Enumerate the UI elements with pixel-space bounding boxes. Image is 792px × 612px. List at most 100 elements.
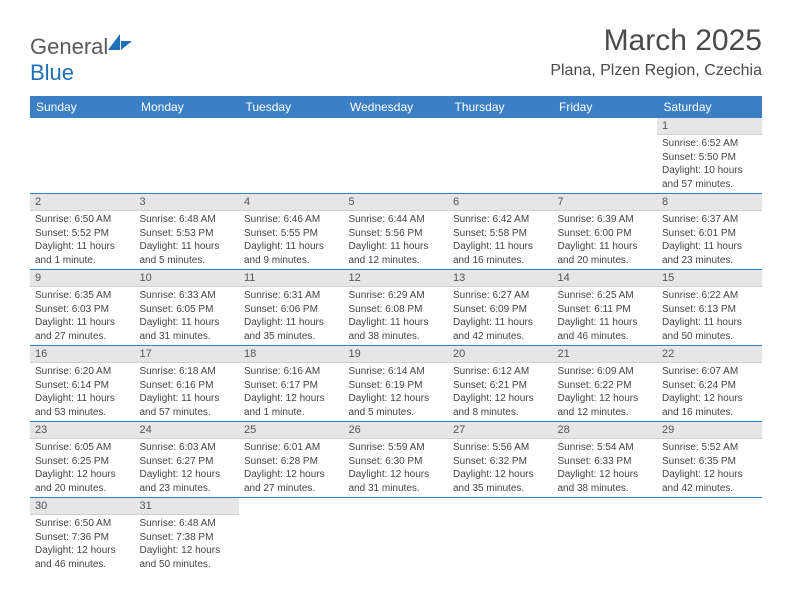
day-line-sr: Sunrise: 6:50 AM [35,213,130,227]
day-line-d1: Daylight: 12 hours [349,392,444,406]
day-number-empty [239,498,344,514]
day-line-d1: Daylight: 12 hours [558,392,653,406]
day-number-empty [448,118,553,134]
day-number: 18 [239,346,344,363]
day-line-sr: Sunrise: 6:44 AM [349,213,444,227]
day-line-ss: Sunset: 7:36 PM [35,531,130,545]
calendar-cell: 27Sunrise: 5:56 AMSunset: 6:32 PMDayligh… [448,422,553,498]
day-line-d2: and 23 minutes. [662,254,757,268]
day-details: Sunrise: 6:42 AMSunset: 5:58 PMDaylight:… [448,211,553,269]
calendar-cell: 30Sunrise: 6:50 AMSunset: 7:36 PMDayligh… [30,498,135,574]
day-line-d1: Daylight: 11 hours [140,392,235,406]
day-details: Sunrise: 6:48 AMSunset: 7:38 PMDaylight:… [135,515,240,573]
calendar-cell: 14Sunrise: 6:25 AMSunset: 6:11 PMDayligh… [553,270,658,346]
day-line-d1: Daylight: 11 hours [453,240,548,254]
day-details: Sunrise: 6:31 AMSunset: 6:06 PMDaylight:… [239,287,344,345]
day-number: 11 [239,270,344,287]
weekday-header: Friday [553,96,658,118]
calendar-cell: 4Sunrise: 6:46 AMSunset: 5:55 PMDaylight… [239,194,344,270]
day-line-ss: Sunset: 5:50 PM [662,151,757,165]
day-details: Sunrise: 5:54 AMSunset: 6:33 PMDaylight:… [553,439,658,497]
day-line-d1: Daylight: 12 hours [453,392,548,406]
day-line-ss: Sunset: 5:52 PM [35,227,130,241]
calendar-cell: 15Sunrise: 6:22 AMSunset: 6:13 PMDayligh… [657,270,762,346]
calendar-cell: 2Sunrise: 6:50 AMSunset: 5:52 PMDaylight… [30,194,135,270]
day-number: 5 [344,194,449,211]
day-details: Sunrise: 6:29 AMSunset: 6:08 PMDaylight:… [344,287,449,345]
day-line-ss: Sunset: 6:16 PM [140,379,235,393]
day-line-d1: Daylight: 12 hours [662,392,757,406]
calendar-cell: 11Sunrise: 6:31 AMSunset: 6:06 PMDayligh… [239,270,344,346]
calendar-cell [344,498,449,574]
calendar-cell: 22Sunrise: 6:07 AMSunset: 6:24 PMDayligh… [657,346,762,422]
day-line-ss: Sunset: 6:01 PM [662,227,757,241]
day-number-empty [344,498,449,514]
calendar-cell: 23Sunrise: 6:05 AMSunset: 6:25 PMDayligh… [30,422,135,498]
day-line-d1: Daylight: 11 hours [662,316,757,330]
day-number: 29 [657,422,762,439]
day-number: 30 [30,498,135,515]
day-details: Sunrise: 6:16 AMSunset: 6:17 PMDaylight:… [239,363,344,421]
day-number: 9 [30,270,135,287]
weekday-header-row: Sunday Monday Tuesday Wednesday Thursday… [30,96,762,118]
day-line-ss: Sunset: 6:09 PM [453,303,548,317]
calendar-cell [553,498,658,574]
calendar-cell [344,118,449,194]
day-line-d2: and 38 minutes. [349,330,444,344]
day-details: Sunrise: 6:09 AMSunset: 6:22 PMDaylight:… [553,363,658,421]
day-line-d1: Daylight: 11 hours [349,240,444,254]
day-line-d1: Daylight: 11 hours [244,240,339,254]
day-line-d1: Daylight: 11 hours [662,240,757,254]
calendar-cell [553,118,658,194]
day-number: 14 [553,270,658,287]
day-line-sr: Sunrise: 6:48 AM [140,213,235,227]
day-number: 24 [135,422,240,439]
day-line-ss: Sunset: 6:27 PM [140,455,235,469]
calendar-cell: 16Sunrise: 6:20 AMSunset: 6:14 PMDayligh… [30,346,135,422]
day-details: Sunrise: 6:01 AMSunset: 6:28 PMDaylight:… [239,439,344,497]
day-number: 12 [344,270,449,287]
day-details: Sunrise: 6:05 AMSunset: 6:25 PMDaylight:… [30,439,135,497]
day-number: 15 [657,270,762,287]
day-number: 13 [448,270,553,287]
day-details: Sunrise: 6:48 AMSunset: 5:53 PMDaylight:… [135,211,240,269]
calendar-cell [30,118,135,194]
calendar-cell: 1Sunrise: 6:52 AMSunset: 5:50 PMDaylight… [657,118,762,194]
month-title: March 2025 [550,24,762,58]
calendar-cell: 9Sunrise: 6:35 AMSunset: 6:03 PMDaylight… [30,270,135,346]
day-line-d2: and 38 minutes. [558,482,653,496]
day-details: Sunrise: 5:52 AMSunset: 6:35 PMDaylight:… [657,439,762,497]
day-line-d2: and 35 minutes. [244,330,339,344]
calendar-cell: 25Sunrise: 6:01 AMSunset: 6:28 PMDayligh… [239,422,344,498]
day-number: 22 [657,346,762,363]
day-line-ss: Sunset: 5:55 PM [244,227,339,241]
day-details: Sunrise: 6:44 AMSunset: 5:56 PMDaylight:… [344,211,449,269]
calendar-cell: 6Sunrise: 6:42 AMSunset: 5:58 PMDaylight… [448,194,553,270]
day-number: 25 [239,422,344,439]
day-line-sr: Sunrise: 5:56 AM [453,441,548,455]
day-line-d1: Daylight: 11 hours [453,316,548,330]
day-details: Sunrise: 6:52 AMSunset: 5:50 PMDaylight:… [657,135,762,193]
day-line-d2: and 57 minutes. [140,406,235,420]
day-line-sr: Sunrise: 6:35 AM [35,289,130,303]
day-line-ss: Sunset: 6:32 PM [453,455,548,469]
day-line-d1: Daylight: 12 hours [244,392,339,406]
day-details: Sunrise: 5:59 AMSunset: 6:30 PMDaylight:… [344,439,449,497]
header-right: March 2025 Plana, Plzen Region, Czechia [550,24,762,80]
day-line-ss: Sunset: 5:53 PM [140,227,235,241]
day-line-sr: Sunrise: 6:22 AM [662,289,757,303]
day-line-d2: and 12 minutes. [349,254,444,268]
day-line-sr: Sunrise: 5:54 AM [558,441,653,455]
day-line-d2: and 42 minutes. [662,482,757,496]
day-line-d1: Daylight: 11 hours [35,240,130,254]
calendar-cell: 8Sunrise: 6:37 AMSunset: 6:01 PMDaylight… [657,194,762,270]
calendar-row: 2Sunrise: 6:50 AMSunset: 5:52 PMDaylight… [30,194,762,270]
day-details: Sunrise: 6:35 AMSunset: 6:03 PMDaylight:… [30,287,135,345]
day-line-d1: Daylight: 12 hours [35,468,130,482]
day-line-ss: Sunset: 6:19 PM [349,379,444,393]
day-number-empty [553,498,658,514]
day-line-d2: and 20 minutes. [558,254,653,268]
day-line-d2: and 35 minutes. [453,482,548,496]
day-number: 23 [30,422,135,439]
location: Plana, Plzen Region, Czechia [550,62,762,80]
